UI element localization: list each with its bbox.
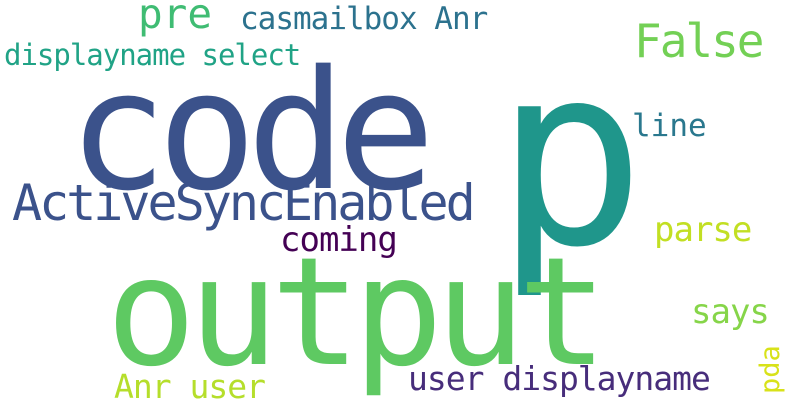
word-false: False <box>634 14 764 68</box>
word-user-displayname: user displayname <box>408 359 711 398</box>
word-pre: pre <box>138 0 213 38</box>
word-displayname-select: displayname select <box>4 38 301 72</box>
word-parse: parse <box>654 210 752 250</box>
word-line: line <box>632 108 707 144</box>
word-output: output <box>106 226 608 400</box>
word-says: says <box>691 292 770 332</box>
word-pda: pda <box>755 345 786 394</box>
word-casmailbox-anr: casmailbox Anr <box>240 1 488 37</box>
word-anr-user: Anr user <box>114 367 266 400</box>
word-activesyncenabled: ActiveSyncEnabled <box>12 174 476 232</box>
word-coming: coming <box>280 220 398 260</box>
word-code: code <box>68 35 435 227</box>
word-p: p <box>495 11 645 302</box>
